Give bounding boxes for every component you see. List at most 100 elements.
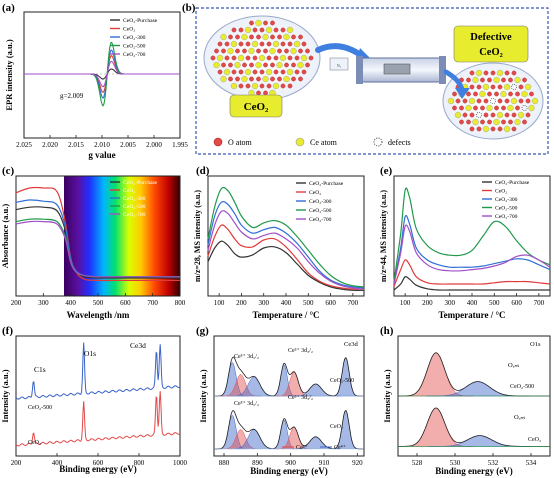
right-o-atom-3 — [490, 70, 496, 76]
right-ce-atom-81 — [493, 118, 500, 126]
trace-g-ceo2: CeO₂ — [330, 424, 343, 430]
tick-label-h-3: 534 — [526, 459, 537, 467]
defective-label-2: CeO₂ — [479, 47, 503, 58]
left-ce-atom-79 — [297, 61, 304, 69]
tick-label-e-0: 100 — [400, 299, 411, 307]
tick-label-d-4: 500 — [303, 299, 314, 307]
panel-d-curves — [207, 186, 365, 291]
tick-label-f-3: 800 — [134, 459, 145, 467]
left-o-atom-75 — [270, 62, 275, 68]
tick-label-f-1: 400 — [52, 459, 63, 467]
right-ce-atom-61 — [507, 104, 514, 112]
d-line-ceo2-300 — [207, 200, 365, 289]
right-o-atom-73 — [511, 112, 517, 118]
left-o-atom-69 — [228, 62, 233, 68]
tick-label-g-0: 880 — [219, 459, 230, 467]
right-o-atom-28 — [452, 91, 457, 97]
legend-label-d-ceo-purchase: CeO₂-Purchase — [309, 181, 344, 187]
tick-label-e-6: 700 — [534, 299, 545, 307]
left-o-atom-108 — [245, 83, 251, 89]
right-defect-63 — [521, 105, 528, 111]
trace-f-ceo2: CeO₂ — [28, 440, 41, 446]
legend-label-e-ceo-purchase: CeO₂-Purchase — [495, 180, 530, 186]
left-o-atom-24 — [298, 34, 303, 40]
left-ce-atom-22 — [283, 33, 290, 41]
right-o-atom-69 — [483, 112, 489, 118]
tick-label-a-6: 1.995 — [172, 141, 188, 149]
ce-atom-legend-icon — [295, 137, 305, 147]
panel-g-xlabel: Binding energy (eV) — [250, 466, 328, 476]
defect-legend-icon — [373, 137, 383, 147]
right-ce-atom-24 — [503, 83, 511, 91]
left-ce-atom-46 — [269, 47, 276, 55]
g-annot-1b: Ce³⁺ 3d₃/₂ — [288, 347, 313, 354]
g-annot-1a: Ce³⁺ 3d₅/₂ — [234, 353, 259, 360]
tick-label-c-4: 600 — [120, 299, 131, 307]
right-o-atom-54 — [459, 105, 464, 111]
d-line-ceo2-purchase — [207, 240, 365, 291]
right-ce-atom-1 — [475, 69, 483, 77]
tick-label-e-4: 500 — [489, 299, 500, 307]
tick-label-g-4: 920 — [352, 459, 363, 467]
legend-label-e-ceo-500: CeO₂-500 — [495, 206, 518, 212]
tick-label-a-1: 2.020 — [42, 141, 58, 149]
panel-c-label: (c) — [2, 165, 15, 177]
left-o-atom-34 — [280, 41, 286, 47]
left-o-atom-60 — [266, 55, 272, 61]
right-ce-atom-49 — [510, 97, 518, 105]
tick-label-g-1: 890 — [252, 459, 263, 467]
c-line-ceo2-700 — [15, 220, 180, 278]
panel-g-ticks: 880 890 900 910 920 — [219, 453, 363, 467]
tick-label-c-2: 400 — [65, 299, 76, 307]
gas-inlet — [329, 57, 349, 71]
legend-label-c-ceo: CeO₂ — [123, 188, 135, 194]
arrow-head-2 — [455, 88, 470, 99]
left-o-atom-77 — [284, 62, 289, 68]
right-o-atom-79 — [480, 119, 485, 125]
right-ce-atom-65 — [454, 111, 462, 119]
panel-f-label: (f) — [2, 325, 13, 337]
panel-a-legend: CeO₂-Purchase CeO₂ CeO₂-300 CeO₂-500 CeO₂-70… — [110, 18, 158, 58]
right-ce-atom-74 — [517, 111, 525, 119]
left-o-atom-41 — [235, 48, 240, 54]
right-o-atom-10 — [480, 77, 485, 83]
tube-cap-left — [356, 56, 363, 84]
panel-f-ylabel: Intensity (a.u.) — [0, 369, 10, 422]
o-atom-legend-icon — [213, 137, 223, 147]
left-o-atom-101 — [270, 76, 275, 82]
left-o-atom-44 — [256, 48, 261, 54]
panel-d-xlabel: Temperature / °C — [252, 310, 319, 320]
left-ce-atom-88 — [265, 68, 273, 76]
panel-e-ylabel: m/z=44, MS intensity (a.u.) — [379, 190, 388, 282]
left-o-atom-61 — [273, 55, 279, 61]
epr-line-ceo2-700 — [24, 60, 180, 88]
left-o-atom-15 — [235, 34, 240, 40]
g-legend-ce3: Ce³⁺ — [296, 444, 308, 451]
right-o-atom-36 — [508, 91, 513, 97]
right-o-atom-33 — [487, 91, 492, 97]
right-o-atom-39 — [529, 91, 534, 97]
left-o-atom-74 — [263, 62, 268, 68]
right-o-atom-51 — [525, 98, 531, 104]
legend-label-d-ceo-500: CeO₂-500 — [309, 208, 332, 214]
left-o-atom-102 — [277, 76, 282, 82]
left-o-atom-35 — [287, 41, 293, 47]
right-o-atom-8 — [466, 77, 471, 83]
right-ce-atom-38 — [521, 90, 528, 98]
left-o-atom-4 — [231, 27, 237, 33]
right-ce-atom-43 — [468, 97, 476, 105]
left-o-atom-10 — [273, 27, 279, 33]
panel-c: (c) CeO₂-PurchaseCeO₂CeO₂-300CeO₂-500CeO… — [0, 165, 186, 320]
left-ce-atom-1 — [255, 19, 262, 27]
tick-label-a-2: 2.015 — [68, 141, 84, 149]
left-o-atom-63 — [287, 55, 293, 61]
left-o-atom-80 — [305, 62, 310, 68]
tick-label-a-4: 2.005 — [120, 141, 136, 149]
right-o-atom-82 — [501, 119, 506, 125]
right-ce-atom-78 — [472, 118, 479, 126]
left-o-atom-111 — [266, 83, 272, 89]
panel-h-curves — [398, 352, 550, 447]
left-o-atom-107 — [238, 83, 244, 89]
panel-d-frame — [207, 175, 365, 297]
